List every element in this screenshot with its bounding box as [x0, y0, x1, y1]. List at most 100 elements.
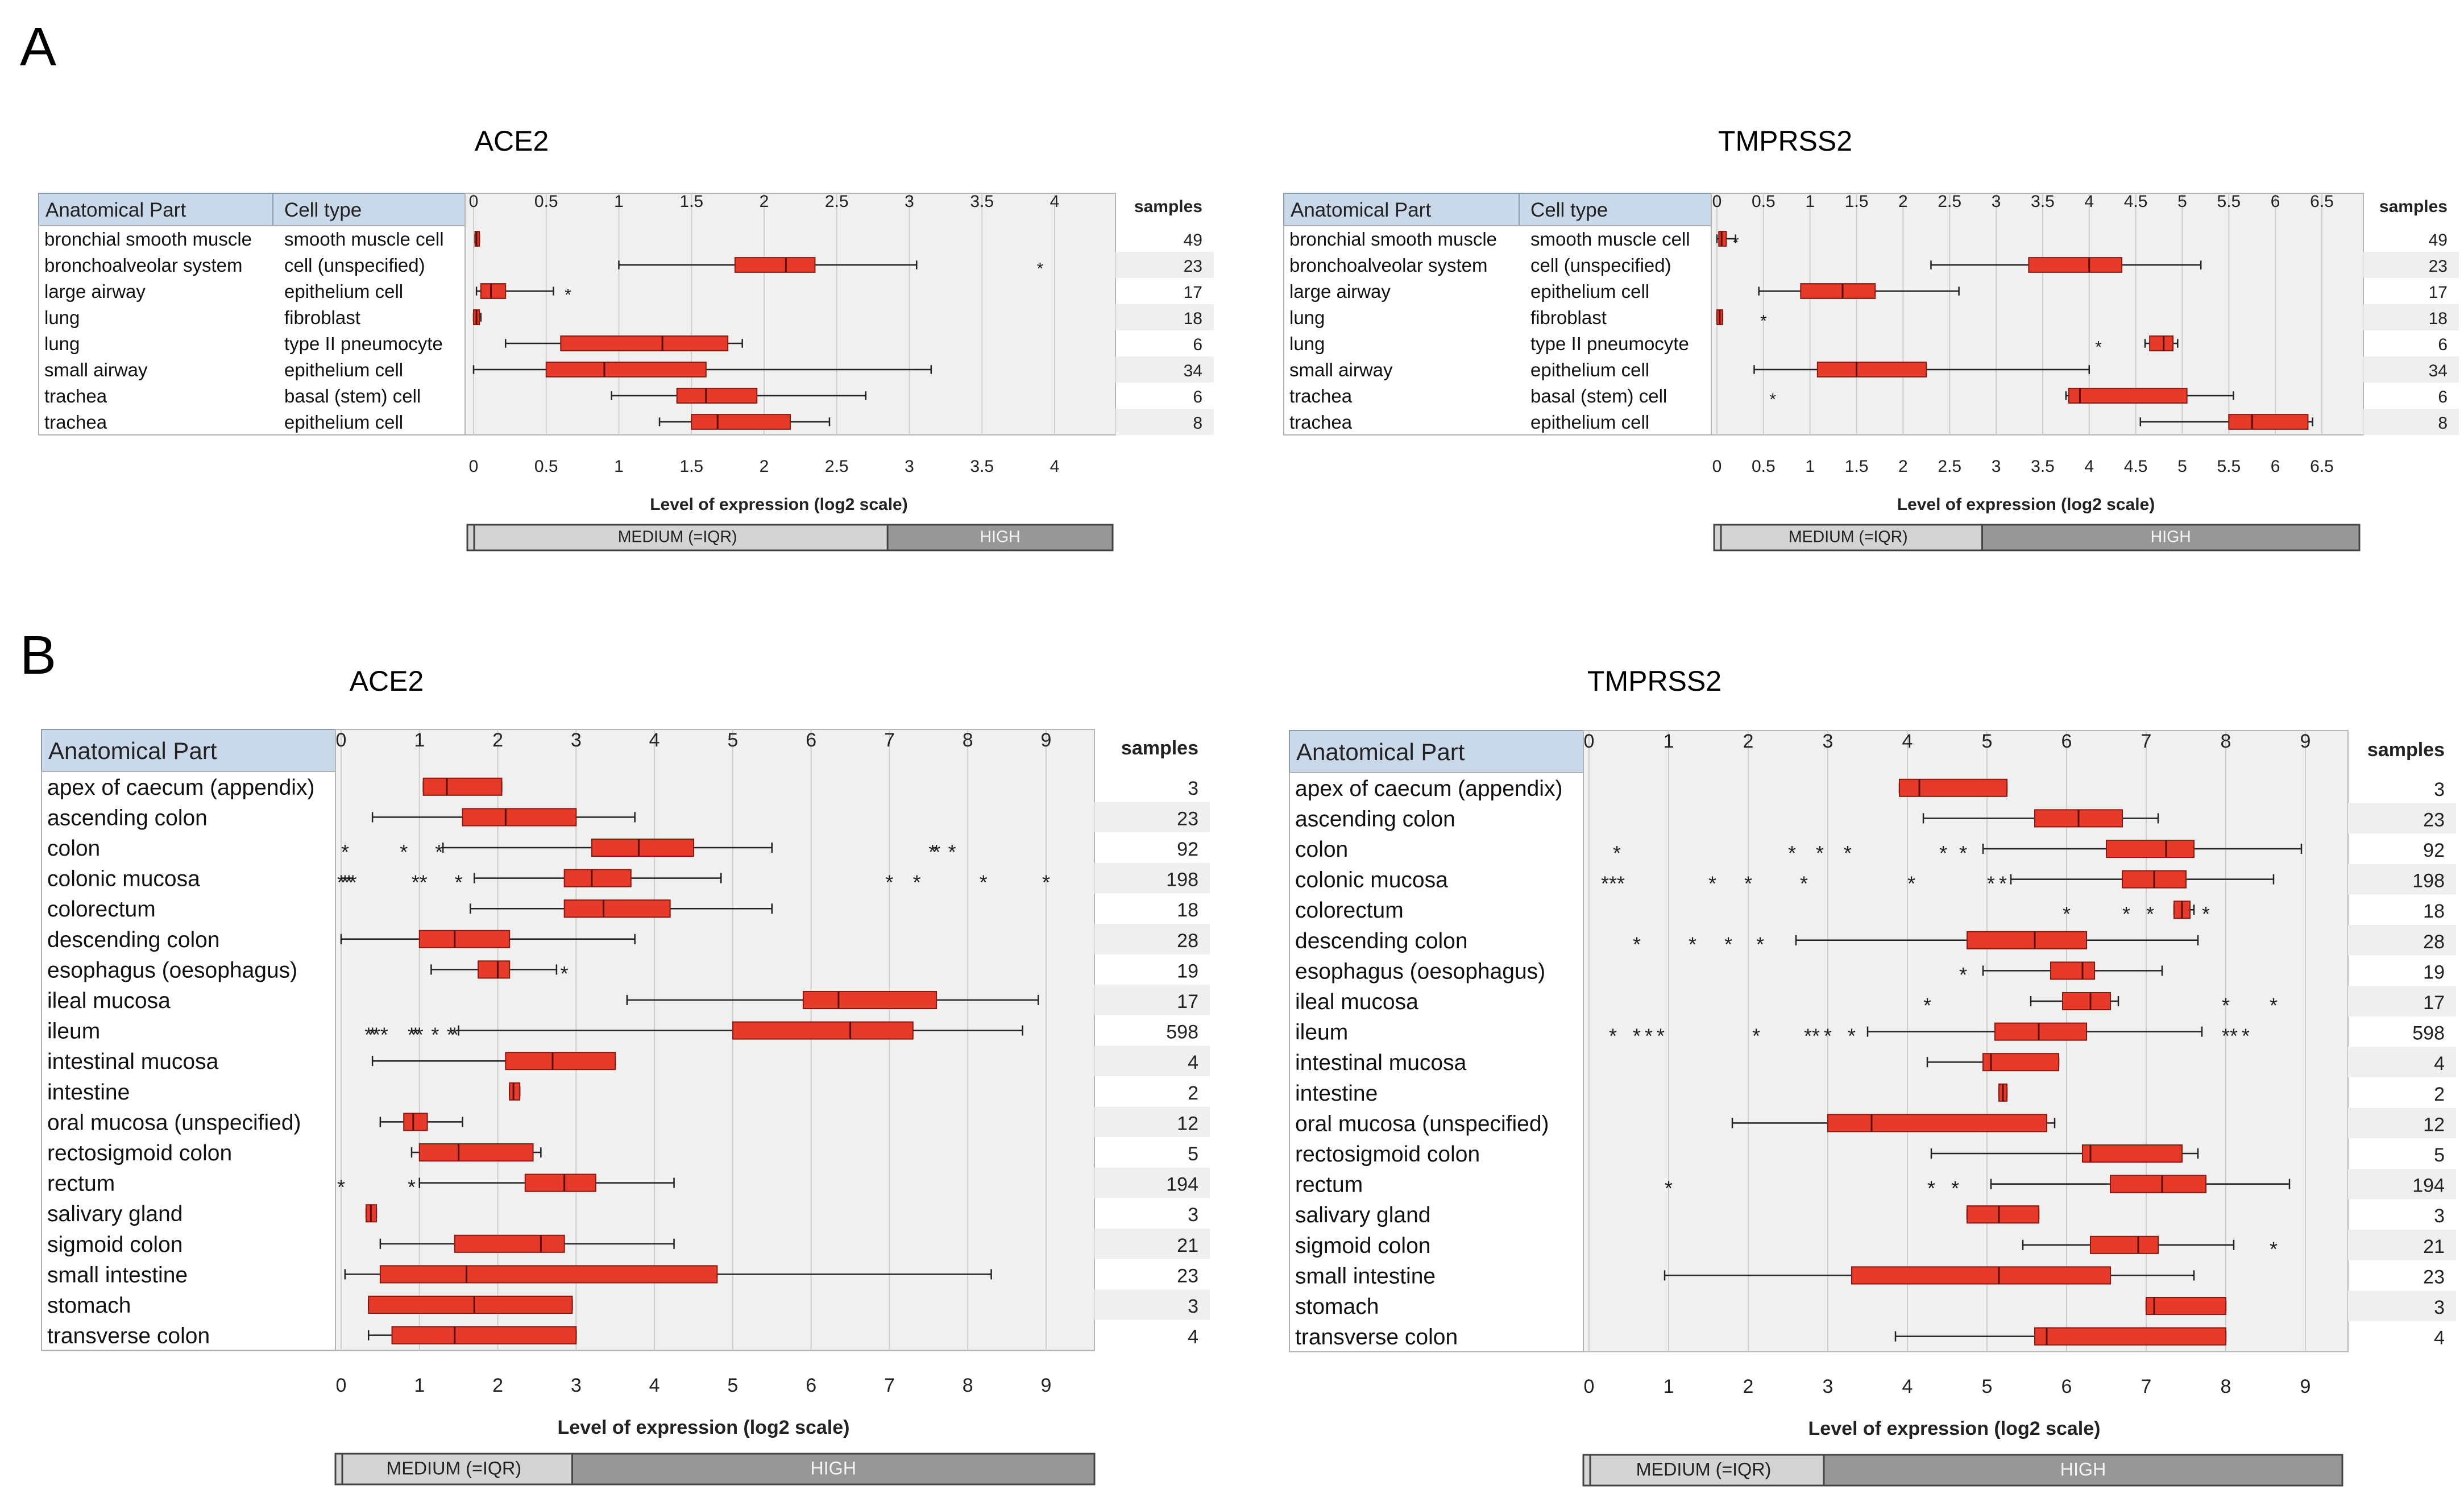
outlier-marker: *	[2146, 902, 2154, 926]
outlier-marker: *	[412, 1023, 420, 1046]
table-header-anatomical-part: Anatomical Part	[48, 737, 217, 764]
row-anatomical-part: sigmoid colon	[47, 1233, 182, 1257]
box	[1800, 283, 1876, 299]
outlier-marker: *	[1804, 1024, 1812, 1047]
tick-label-bottom: 2.5	[1938, 457, 1961, 476]
box	[524, 1173, 596, 1192]
tick-label-top: 9	[2300, 731, 2311, 752]
row-cell-type: cell (unspecified)	[284, 255, 425, 276]
outlier-marker: *	[2095, 338, 2102, 357]
tick-label-bottom: 5	[2177, 457, 2187, 476]
tick-label-bottom: 3.5	[2031, 457, 2055, 476]
row-samples: 4	[1188, 1052, 1198, 1073]
samples-row-shade	[1115, 409, 1214, 435]
outlier-marker: *	[1788, 841, 1796, 865]
outlier-marker: *	[1708, 872, 1716, 895]
outlier-marker: *	[1744, 872, 1752, 895]
panel-label-a: A	[20, 16, 56, 77]
samples-row-shade	[1094, 862, 1210, 894]
table-body-frame	[38, 225, 466, 435]
box	[802, 990, 938, 1010]
tick-label-top: 3	[905, 192, 914, 211]
outlier-marker: *	[447, 1023, 455, 1046]
box	[1816, 362, 1927, 377]
samples-header: samples	[1121, 737, 1198, 759]
row-samples: 598	[1166, 1022, 1198, 1043]
samples-row-shade	[1094, 1046, 1210, 1076]
outlier-marker: *	[1959, 963, 1967, 986]
outlier-marker: *	[364, 1023, 372, 1046]
outlier-marker: *	[1800, 872, 1808, 895]
row-samples: 92	[2423, 840, 2445, 861]
box	[1967, 931, 2087, 949]
row-anatomical-part: intestinal mucosa	[1295, 1051, 1467, 1075]
outlier-marker: *	[400, 840, 408, 864]
box	[1994, 1022, 2087, 1041]
axis-label: Level of expression (log2 scale)	[650, 495, 908, 514]
legend-medium	[1582, 1454, 1825, 1487]
row-anatomical-part: colonic mucosa	[47, 867, 200, 891]
tick-label-bottom: 4.5	[2124, 457, 2148, 476]
row-cell-type: cell (unspecified)	[1530, 255, 1671, 276]
tick-label-bottom: 0	[336, 1375, 347, 1396]
box	[2034, 1327, 2226, 1346]
row-anatomical-part: rectosigmoid colon	[1295, 1142, 1480, 1167]
outlier-marker: *	[341, 840, 349, 864]
table-body-frame	[1283, 225, 1712, 435]
tick-label-top: 5	[1982, 731, 1993, 752]
outlier-marker: *	[1760, 312, 1767, 331]
outlier-marker: *	[1927, 1176, 1935, 1200]
tick-label-top: 6	[2271, 192, 2280, 211]
samples-header: samples	[2379, 197, 2448, 216]
tick-label-top: 4	[1050, 192, 1060, 211]
row-anatomical-part: large airway	[44, 281, 146, 302]
outlier-marker: *	[408, 1023, 416, 1046]
tick-label-top: 0	[336, 729, 347, 751]
box	[2228, 414, 2309, 430]
row-samples: 23	[1177, 1265, 1198, 1287]
row-samples: 92	[1177, 839, 1198, 860]
samples-row-shade	[2348, 1230, 2456, 1260]
samples-row-shade	[1094, 985, 1210, 1015]
samples-header: samples	[2367, 739, 2445, 761]
row-samples: 3	[2434, 1297, 2445, 1318]
tick-label-bottom: 4	[2084, 457, 2094, 476]
outlier-marker: *	[2122, 902, 2130, 926]
samples-row-shade	[1094, 1289, 1210, 1320]
tick-label-bottom: 0.5	[1752, 457, 1776, 476]
outlier-marker: *	[408, 1175, 416, 1198]
row-anatomical-part: apex of caecum (appendix)	[1295, 777, 1562, 801]
row-samples: 17	[2429, 283, 2448, 302]
row-samples: 23	[2429, 257, 2448, 276]
outlier-marker: *	[561, 962, 569, 985]
tick-label-bottom: 4	[1902, 1376, 1913, 1397]
tick-label-top: 2.5	[1938, 192, 1961, 211]
box	[2090, 1235, 2159, 1254]
samples-row-shade	[2348, 925, 2456, 956]
box	[2068, 388, 2188, 404]
legend-medium-label: MEDIUM (=IQR)	[1789, 528, 1908, 546]
row-samples: 5	[2434, 1144, 2445, 1166]
row-anatomical-part: colonic mucosa	[1295, 868, 1448, 893]
plot-area	[1583, 730, 2349, 1353]
tick-label-top: 3	[1992, 192, 2001, 211]
tick-label-bottom: 2	[1898, 457, 1908, 476]
row-samples: 6	[2438, 335, 2448, 354]
row-samples: 34	[1184, 362, 1202, 380]
outlier-marker: *	[1657, 1024, 1665, 1047]
box	[478, 960, 511, 979]
row-anatomical-part: rectum	[47, 1172, 115, 1196]
plot-area	[464, 193, 1116, 435]
tick-label-top: 0.5	[534, 192, 558, 211]
chart-2: TMPRSS2 Anatomical Part Cell type 0 0 0.5 0.5 1…	[1283, 125, 2459, 551]
row-anatomical-part: trachea	[44, 385, 107, 406]
tick-label-bottom: 1.5	[679, 457, 703, 476]
outlier-marker: *	[1732, 234, 1739, 252]
tick-label-top: 6	[2061, 731, 2072, 752]
box	[2082, 1144, 2183, 1163]
legend-medium	[466, 524, 889, 551]
row-anatomical-part: intestine	[47, 1080, 130, 1105]
table-body-frame	[41, 771, 336, 1351]
row-samples: 34	[2429, 362, 2448, 380]
